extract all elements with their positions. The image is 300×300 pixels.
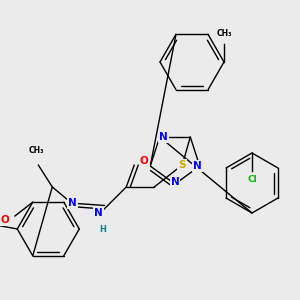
Text: O: O	[0, 215, 9, 225]
Text: H: H	[99, 225, 106, 234]
Text: N: N	[94, 208, 103, 218]
Text: O: O	[140, 156, 149, 166]
Text: Cl: Cl	[247, 175, 257, 184]
Text: CH₃: CH₃	[28, 146, 44, 155]
Text: S: S	[178, 160, 186, 170]
Text: N: N	[194, 161, 202, 171]
Text: N: N	[159, 132, 168, 142]
Text: N: N	[171, 177, 179, 187]
Text: CH₃: CH₃	[216, 29, 232, 38]
Text: N: N	[68, 198, 77, 208]
